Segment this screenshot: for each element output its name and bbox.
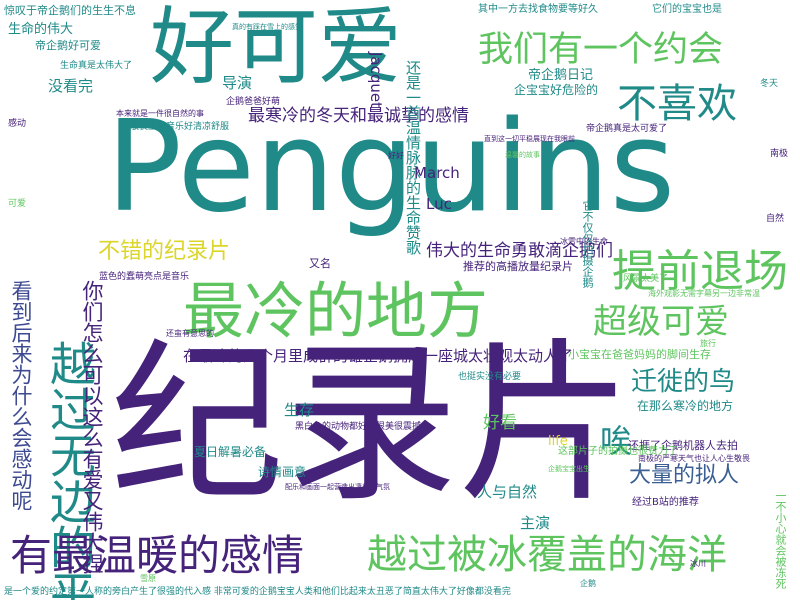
word-leave-early: 提前退场 xyxy=(612,246,788,297)
word-greatness-of-life: 生命的伟大 xyxy=(8,22,74,37)
word-overseas: 海外观影无需字幕另一边非常温 xyxy=(648,289,760,298)
word-wait-long: 其中一方去找食物要等好久 xyxy=(478,4,598,15)
word-snowfield: 雪原 xyxy=(140,574,156,583)
word-not-necessary: 也挺实没有必要 xyxy=(458,372,522,382)
word-coldest-months: 在最冷的几个月里成群的雄企鹅拥成一座城太壮观太动人了 xyxy=(183,347,574,365)
word-bottom-line: 是一个爱的约定第一人称的旁白产生了很强的代入感 非常可爱的企鹅宝宝人类和他们比起… xyxy=(4,587,511,597)
word-documentary: 纪录片 xyxy=(110,323,633,526)
word-coldest-winter: 最寒冷的冬天和最诚挚的感情 xyxy=(248,106,469,126)
word-awe-music: 敬畏生命音乐好清凉舒服 xyxy=(130,122,230,132)
word-cute: 可爱 xyxy=(8,199,27,209)
word-baby-between-feet: 小宝宝在爸爸妈妈的脚间生存 xyxy=(568,348,711,361)
word-also-known: 又名 xyxy=(309,257,331,270)
word-blue-music: 蓝色的蠢萌亮点是音乐 xyxy=(99,272,190,282)
word-tender-life-hymn: 还是一首温情脉脉的生命赞歌 xyxy=(404,60,422,255)
word-music-sad: 配乐和画面一起营造出凄美的气氛 xyxy=(285,483,390,491)
word-starring: 主演 xyxy=(520,514,551,532)
word-their-babies: 它们的宝宝也是 xyxy=(652,4,722,15)
word-sigh: 唉 xyxy=(600,422,633,460)
word-glacier: 冰川 xyxy=(690,559,706,568)
word-marvel-endless: 惊叹于帝企鹅们的生生不息 xyxy=(4,4,136,17)
word-across-endless-plains: 越过无边的平原 xyxy=(43,340,97,600)
word-across-icy-ocean: 越过被冰覆盖的海洋 xyxy=(367,532,727,578)
word-baby-danger: 企宝宝好危险的 xyxy=(514,83,599,97)
word-dislike: 不喜欢 xyxy=(617,81,737,127)
word-beautiful-scenery: 风景太美了 xyxy=(623,274,669,284)
word-recommended: 推荐的高播放量纪录片 xyxy=(463,260,573,273)
word-penguins: Penguins xyxy=(106,93,676,240)
word-human-nature: 人与自然 xyxy=(477,483,538,501)
word-survival: 生存 xyxy=(284,401,315,419)
word-summer-cooling: 夏日解暑必备 xyxy=(194,445,267,459)
word-so-loving: 你们怎么可以这么有爱又伟大捏 xyxy=(80,280,104,574)
word-not-finished: 没看完 xyxy=(48,77,94,95)
word-antarctic-cold: 南极的严寒天气也让人心生敬畏 xyxy=(638,454,750,463)
word-dad-cute: 企鹅爸爸好萌 xyxy=(226,97,281,107)
word-good-looking: 好看 xyxy=(483,413,517,433)
word-good-good: 好好 xyxy=(388,151,404,160)
word-quite-interesting: 还蛮有意思的 xyxy=(166,329,214,338)
word-luc: Luc xyxy=(426,195,452,213)
word-great-life-penguins: 伟大的生命勇敢滴企鹅们 xyxy=(426,241,613,261)
word-freeze-death: 一不小心就会被冻死 xyxy=(774,490,787,589)
word-nature: 自然 xyxy=(766,214,785,224)
word-why-touched: 看到后来为什么会感动呢 xyxy=(9,280,33,511)
word-coldest-place: 最冷的地方 xyxy=(183,276,489,347)
word-touching: 感动 xyxy=(8,119,27,129)
word-super-cute: 超级可爱 xyxy=(593,302,729,342)
word-penguin: 企鹅 xyxy=(580,579,596,588)
word-march: March xyxy=(414,164,460,182)
word-good-documentary: 不错的纪录片 xyxy=(98,239,231,264)
word-so-cute: 好可爱 xyxy=(150,0,403,96)
word-snow-feel: 真的有踩在雪上的感觉 xyxy=(232,23,302,31)
word-life-so-great: 生命真是太伟大了 xyxy=(60,61,133,71)
word-life-in-snow: 冰雪中的生命 xyxy=(560,237,608,246)
word-director: 导演 xyxy=(222,74,253,92)
word-travel: 旅行 xyxy=(700,339,716,348)
word-antarctica: 南极 xyxy=(770,149,789,159)
word-winter: 冬天 xyxy=(760,79,779,89)
word-emperor-so-cute: 帝企鹅真是太可爱了 xyxy=(586,124,668,134)
word-poetic: 诗情画意 xyxy=(258,465,307,479)
word-via-bilibili: 经过B站的推荐 xyxy=(632,497,699,508)
word-warm-story: 温馨的故事 xyxy=(505,151,540,159)
word-jacquet: Jacquet xyxy=(367,52,385,109)
word-warmest-feelings: 有最温暖的感情 xyxy=(10,531,305,580)
word-before-my-eyes: 直到这一切平稳展现在我眼前 xyxy=(484,135,575,143)
word-emperor-diary: 帝企鹅日记 xyxy=(528,68,594,83)
word-emperor-cute: 帝企鹅好可爱 xyxy=(35,39,101,52)
word-life: life xyxy=(548,434,568,449)
word-black-white: 黑白色的动物都好萌很美很震撼 xyxy=(295,422,422,432)
word-robot-penguin: 还捱了企鹅机器人去拍 xyxy=(628,439,738,452)
word-baby-born: 企鹅宝宝出生 xyxy=(548,465,590,473)
word-so-cold-place: 在那么寒冷的地方 xyxy=(637,399,734,413)
word-migrating-birds: 迁徙的鸟 xyxy=(631,367,736,397)
word-not-only-penguins: 它不仅仅拍摄企鹅 xyxy=(581,200,594,288)
word-hard-filming: 这部片子的拍摄也很费力了 xyxy=(558,446,678,457)
word-lots-of-anthropomorphism: 大量的拟人 xyxy=(629,463,740,488)
word-natural-thing: 本来就是一件很自然的事 xyxy=(116,109,204,118)
word-we-have-a-date: 我们有一个约会 xyxy=(478,30,724,70)
